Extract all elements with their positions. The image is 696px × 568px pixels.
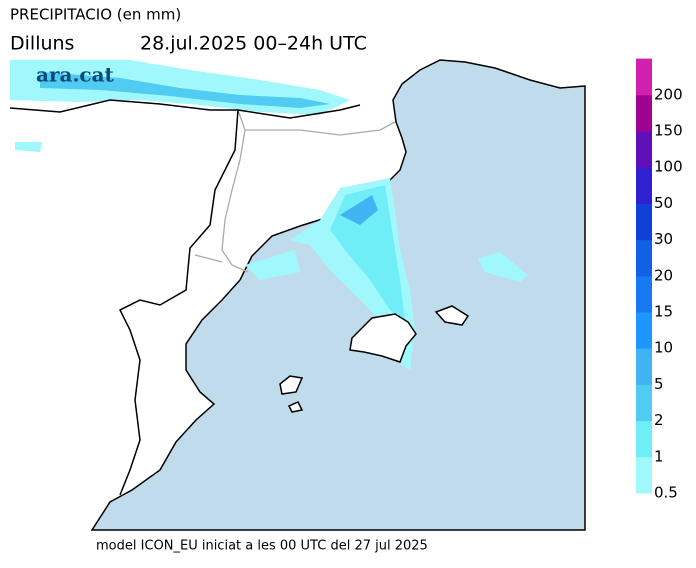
- colorbar-label: 200: [654, 85, 683, 103]
- colorbar-segment: [636, 312, 652, 349]
- colorbar-label: 15: [654, 303, 673, 321]
- colorbar-label: 5: [654, 375, 664, 393]
- colorbar-label: 10: [654, 339, 673, 357]
- title: PRECIPITACIO (en mm): [10, 6, 181, 24]
- colorbar-segment: [636, 275, 652, 313]
- colorbar-segment: [636, 167, 652, 204]
- colorbar-label: 2: [654, 411, 664, 429]
- islands: [279, 305, 470, 413]
- colorbar-segment: [636, 420, 652, 458]
- coast-border: [9, 99, 361, 496]
- colorbar-label: 150: [654, 122, 683, 140]
- colorbar-segment: [636, 456, 652, 494]
- colorbar-segment: [636, 348, 652, 385]
- sea: [90, 59, 586, 531]
- colorbar-label: 0.5: [654, 484, 678, 502]
- period: 28.jul.2025 00–24h UTC: [140, 33, 367, 55]
- footer: model ICON_EU iniciat a les 00 UTC del 2…: [96, 539, 428, 554]
- borders: [194, 109, 396, 273]
- colorbar-segment: [636, 94, 652, 132]
- colorbar: 0.5 1 2 5 10 15 20 30 50 100 150 200: [636, 58, 683, 502]
- colorbar-segment: [636, 239, 652, 277]
- colorbar-label: 50: [654, 194, 673, 212]
- colorbar-segment: [636, 203, 652, 241]
- colorbar-label: 30: [654, 230, 673, 248]
- colorbar-label: 100: [654, 158, 683, 176]
- colorbar-label: 1: [654, 447, 664, 465]
- colorbar-segment: [636, 131, 652, 168]
- colorbar-segment: [636, 58, 652, 96]
- colorbar-segment: [636, 384, 652, 422]
- colorbar-label: 20: [654, 266, 673, 284]
- watermark: ara.cat: [36, 63, 115, 87]
- day: Dilluns: [10, 33, 74, 55]
